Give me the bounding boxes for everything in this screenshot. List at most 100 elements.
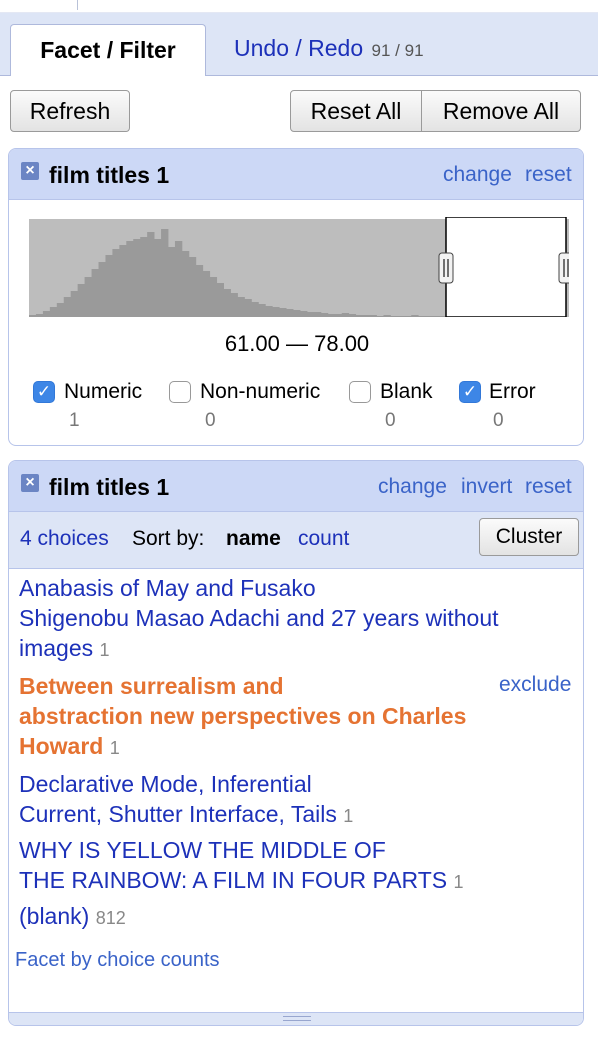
exclude-link[interactable]: exclude: [499, 673, 572, 696]
choice-line: (blank): [19, 903, 90, 929]
text-facet-invert-link[interactable]: invert: [461, 475, 513, 498]
sort-by-label: Sort by:: [132, 527, 205, 550]
remove-all-button[interactable]: Remove All: [421, 90, 581, 132]
close-icon[interactable]: ×: [21, 474, 39, 492]
histogram-bar: [300, 311, 308, 317]
choice-line: Between surrealism and: [19, 673, 284, 699]
histogram-bar: [223, 289, 231, 317]
tab-facet-filter[interactable]: Facet / Filter: [10, 24, 206, 76]
numeric-facet-change-link[interactable]: change: [443, 163, 512, 186]
histogram-bar: [49, 307, 58, 317]
choice-line: abstraction new perspectives on Charles: [19, 703, 467, 729]
choice-item[interactable]: WHY IS YELLOW THE MIDDLE OF THE RAINBOW:…: [19, 835, 569, 897]
cluster-button[interactable]: Cluster: [479, 518, 579, 556]
error-checkbox[interactable]: ✓: [459, 381, 481, 403]
histogram-bar: [348, 314, 357, 317]
range-selection[interactable]: [445, 217, 567, 317]
histogram[interactable]: [29, 217, 569, 317]
histogram-bar: [369, 315, 377, 317]
error-checkbox-label: Error: [489, 380, 536, 403]
histogram-bar: [63, 297, 72, 317]
histogram-bar: [91, 269, 99, 317]
histogram-bar: [230, 293, 238, 317]
histogram-bar: [42, 311, 51, 317]
histogram-bar: [425, 316, 433, 317]
histogram-bar: [279, 308, 287, 317]
histogram-bar: [439, 316, 447, 317]
choice-item[interactable]: Anabasis of May and Fusako Shigenobu Mas…: [19, 573, 569, 665]
histogram-bar: [77, 284, 85, 317]
non-numeric-checkbox-label: Non-numeric: [200, 380, 321, 403]
histogram-bar: [29, 315, 37, 317]
histogram-bar: [133, 239, 141, 317]
undo-count: 91 / 91: [371, 41, 424, 60]
choice-item-selected[interactable]: Between surrealism and abstraction new p…: [19, 671, 569, 763]
histogram-bar: [98, 262, 106, 317]
histogram-bar: [216, 283, 224, 317]
histogram-bar: [390, 316, 398, 317]
histogram-bar: [320, 313, 329, 317]
histogram-bar: [258, 304, 266, 317]
reset-all-button[interactable]: Reset All: [290, 90, 422, 132]
tab-undo-redo-label: Undo / Redo: [234, 35, 364, 61]
blank-checkbox[interactable]: [349, 381, 371, 403]
facet-by-choice-counts-link[interactable]: Facet by choice counts: [15, 949, 220, 971]
refresh-button[interactable]: Refresh: [10, 90, 130, 132]
histogram-bar: [244, 299, 252, 317]
choice-line: WHY IS YELLOW THE MIDDLE OF: [19, 837, 386, 863]
choice-line: images: [19, 635, 94, 661]
numeric-count: 1: [69, 410, 80, 431]
histogram-bar: [181, 251, 190, 317]
histogram-bar: [307, 312, 315, 317]
choice-line: Declarative Mode, Inferential: [19, 771, 312, 797]
non-numeric-checkbox[interactable]: [169, 381, 191, 403]
text-facet-title: film titles 1: [49, 474, 170, 500]
text-facet-change-link[interactable]: change: [378, 475, 447, 498]
choices-count: 4 choices: [20, 527, 109, 550]
histogram-bar: [84, 277, 92, 317]
numeric-checkbox[interactable]: ✓: [33, 381, 55, 403]
histogram-bar: [70, 291, 79, 317]
choice-line: Current, Shutter Interface, Tails: [19, 801, 337, 827]
choice-line: Shigenobu Masao Adachi and 27 years with…: [19, 605, 499, 631]
choice-item[interactable]: (blank) 812: [19, 901, 569, 933]
histogram-bar: [272, 307, 280, 317]
sort-by-count[interactable]: count: [298, 527, 350, 550]
top-strip: [0, 0, 598, 13]
histogram-bar: [293, 310, 301, 317]
choice-item[interactable]: Declarative Mode, Inferential Current, S…: [19, 769, 569, 831]
choice-count: 812: [95, 908, 126, 928]
histogram-bar: [188, 257, 197, 317]
close-icon[interactable]: ×: [21, 162, 39, 180]
histogram-bar: [140, 237, 148, 317]
histogram-bar: [313, 312, 322, 317]
histogram-bar: [174, 241, 183, 317]
histogram-bar: [112, 249, 120, 317]
sort-by-name[interactable]: name: [226, 527, 281, 550]
blank-count: 0: [385, 410, 396, 431]
range-readout: 61.00 — 78.00: [224, 331, 370, 356]
histogram-bar: [105, 255, 113, 317]
histogram-bar: [355, 315, 363, 317]
histogram-bar: [432, 316, 440, 317]
histogram-bar: [119, 245, 127, 317]
histogram-bar: [265, 306, 273, 317]
choice-line: Anabasis of May and Fusako: [19, 575, 316, 601]
histogram-bar: [56, 303, 65, 317]
histogram-bar: [362, 315, 370, 317]
numeric-facet-reset-link[interactable]: reset: [525, 163, 572, 186]
histogram-bar: [237, 297, 245, 317]
resize-handle[interactable]: [9, 1012, 583, 1025]
histogram-bar: [341, 313, 350, 317]
numeric-checkbox-label: Numeric: [64, 380, 143, 403]
histogram-bars: [29, 229, 447, 317]
right-range-handle[interactable]: [558, 252, 569, 284]
tab-undo-redo[interactable]: Undo / Redo 91 / 91: [234, 35, 424, 62]
text-facet-reset-link[interactable]: reset: [525, 475, 572, 498]
blank-checkbox-label: Blank: [380, 380, 433, 403]
histogram-bar: [334, 314, 343, 317]
grip-icon: [283, 1016, 311, 1021]
histogram-bar: [418, 316, 426, 317]
left-range-handle[interactable]: [438, 252, 454, 284]
